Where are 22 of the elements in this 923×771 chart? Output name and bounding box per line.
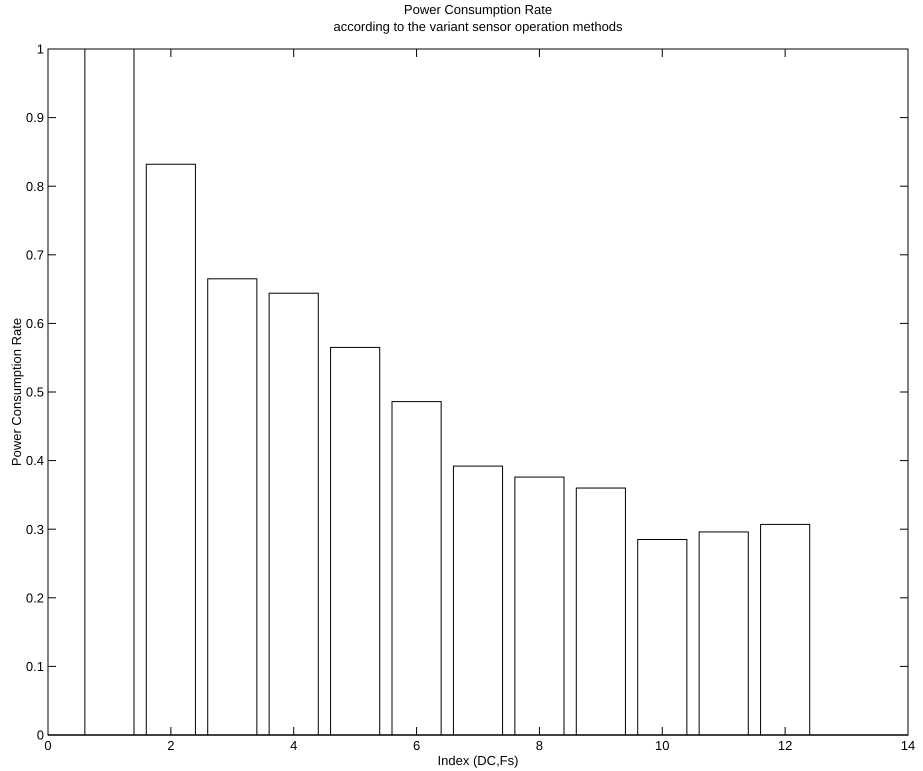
chart-subtitle: according to the variant sensor operation methods <box>333 19 624 34</box>
y-tick-label: 0 <box>36 728 44 743</box>
x-axis-title: Index (DC,Fs) <box>438 753 518 768</box>
x-tick-label: 4 <box>290 738 298 753</box>
y-tick-label: 0.9 <box>26 110 44 126</box>
x-tick-label: 2 <box>167 738 174 753</box>
y-tick-label: 0.5 <box>26 384 44 400</box>
y-tick-label: 0.4 <box>26 453 44 468</box>
y-tick-label: 1 <box>36 42 44 57</box>
y-tick-label: 0.2 <box>26 590 44 606</box>
x-tick-label: 8 <box>536 738 544 753</box>
y-axis-title: Power Consumption Rate <box>9 318 24 466</box>
x-tick-label: 14 <box>900 738 916 753</box>
y-tick-label: 0.1 <box>26 658 44 674</box>
x-tick-label: 6 <box>412 738 420 753</box>
y-tick-label: 0.7 <box>26 247 44 262</box>
x-tick-label: 10 <box>655 738 670 753</box>
x-tick-label: 12 <box>778 738 792 753</box>
y-tick-label: 0.6 <box>26 316 44 331</box>
y-tick-label: 0.3 <box>26 522 44 537</box>
y-tick-label: 0.8 <box>26 178 44 194</box>
chart-title: Power Consumption Rate <box>404 2 552 17</box>
